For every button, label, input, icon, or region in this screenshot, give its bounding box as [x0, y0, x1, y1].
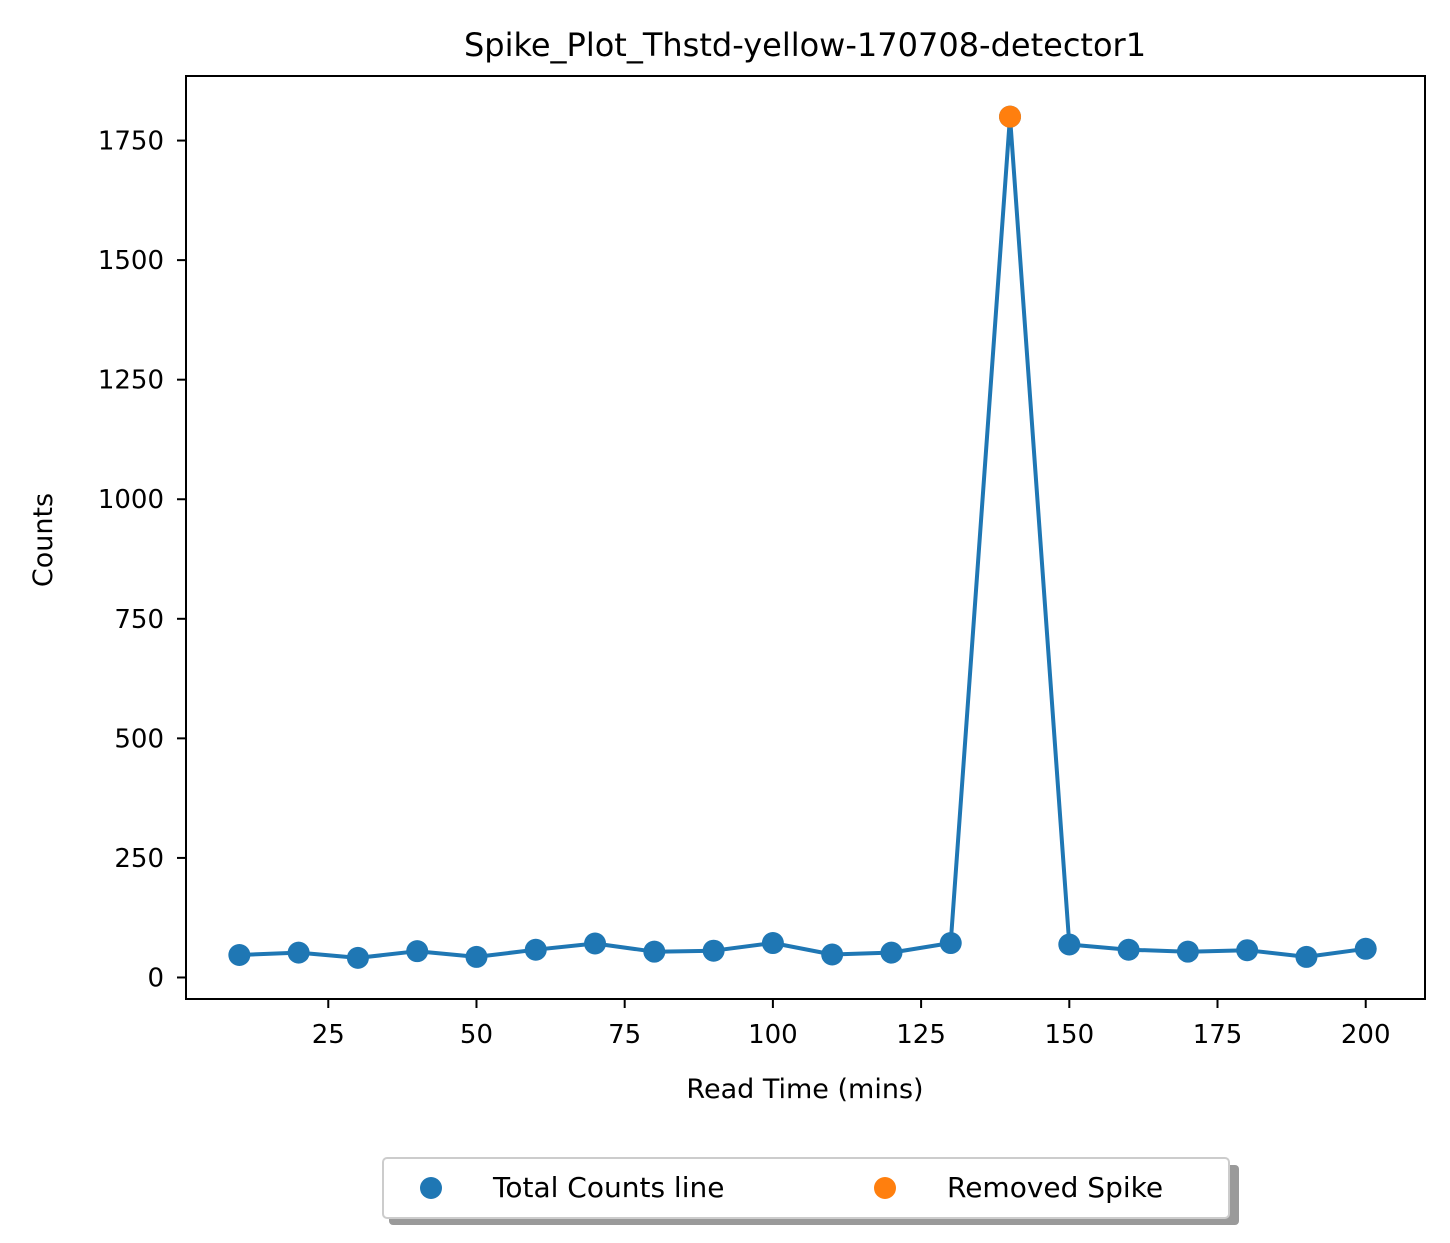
- y-tick-label: 1750: [98, 127, 164, 157]
- y-axis: 0 250 500 750 1000 1250 1500 1750: [98, 127, 186, 993]
- total-counts-point: [228, 944, 251, 967]
- x-tick-label: 125: [896, 1020, 946, 1050]
- total-counts-point: [761, 932, 784, 955]
- y-tick-label: 0: [147, 963, 164, 993]
- plot-frame: [185, 75, 1426, 1000]
- legend-box: [382, 1157, 1230, 1219]
- total-counts-point: [1295, 945, 1318, 968]
- total-counts-point: [880, 941, 903, 964]
- total-counts-point: [1176, 940, 1199, 963]
- y-tick-label: 750: [114, 605, 164, 635]
- total-counts-point: [406, 940, 429, 963]
- total-counts-point: [346, 946, 369, 969]
- y-tick-label: 1250: [98, 366, 164, 396]
- total-counts-point: [1117, 938, 1140, 961]
- y-tick-label: 1500: [98, 246, 164, 276]
- x-tick-label: 50: [460, 1020, 493, 1050]
- legend-label-total: Total Counts line: [492, 1171, 724, 1204]
- x-axis: 25 50 75 100 125 150 175 200: [312, 999, 1391, 1050]
- x-tick-label: 75: [608, 1020, 641, 1050]
- total-counts-point: [939, 932, 962, 955]
- x-axis-title: Read Time (mins): [686, 1074, 923, 1105]
- total-counts-point: [524, 938, 547, 961]
- x-tick-label: 175: [1193, 1020, 1243, 1050]
- total-counts-point: [702, 939, 725, 962]
- total-counts-point: [584, 932, 607, 955]
- legend-marker-removed: [874, 1177, 896, 1199]
- x-tick-label: 200: [1341, 1020, 1391, 1050]
- x-tick-label: 150: [1044, 1020, 1094, 1050]
- x-tick-label: 25: [312, 1020, 345, 1050]
- legend-marker-total: [420, 1177, 442, 1199]
- chart-title: Spike_Plot_Thstd-yellow-170708-detector1: [464, 26, 1146, 64]
- total-counts-point: [643, 940, 666, 963]
- y-tick-label: 1000: [98, 485, 164, 515]
- total-counts-point: [287, 941, 310, 964]
- total-counts-point: [1354, 937, 1377, 960]
- legend: Total Counts line Removed Spike: [382, 1157, 1239, 1225]
- total-counts-point: [1236, 939, 1259, 962]
- total-counts-point: [1058, 933, 1081, 956]
- y-tick-label: 250: [114, 844, 164, 874]
- legend-label-removed: Removed Spike: [947, 1171, 1163, 1204]
- total-counts-point: [465, 945, 488, 968]
- y-axis-title: Counts: [28, 493, 59, 587]
- x-tick-label: 100: [748, 1020, 798, 1050]
- removed-spike-point: [999, 105, 1022, 128]
- total-counts-point: [821, 943, 844, 966]
- y-tick-label: 500: [114, 724, 164, 754]
